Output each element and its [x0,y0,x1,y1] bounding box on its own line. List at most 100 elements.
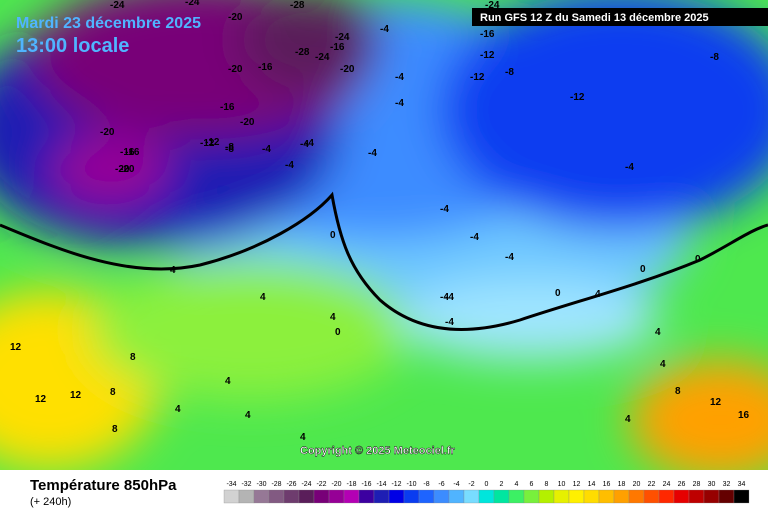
legend-swatch [238,489,255,504]
legend-swatch [463,489,480,504]
contour-label: 4 [170,265,176,276]
legend-label: 12 [573,481,581,488]
temperature-field [0,0,768,480]
legend-swatch [388,489,405,504]
contour-label: -24 [485,0,500,11]
legend-swatch [313,489,330,504]
contour-label: 12 [70,390,82,401]
legend-swatch [433,489,450,504]
legend-swatch [688,489,705,504]
legend-label: -2 [468,481,474,488]
legend-label: 8 [545,481,549,488]
contour-label: -4 [440,204,449,215]
contour-label: -4 [305,138,314,149]
legend-label: 4 [515,481,519,488]
legend-swatch [478,489,495,504]
legend-label: 16 [603,481,611,488]
contour-label: 4 [175,404,181,415]
legend-swatch [373,489,390,504]
contour-label: 0 [695,254,701,265]
legend-swatch [553,489,570,504]
color-legend: -34 -32 -30 -28 -26 -24 -22 -20 -18 -16 -14 -12 -10-… [223,481,750,504]
legend-swatch [268,489,285,504]
contour-label: -8 [505,67,514,78]
contour-label: -8 [225,144,234,155]
contour-label: -20 [115,164,130,175]
contour-label: -4 [440,292,449,303]
legend-label: 18 [618,481,626,488]
contour-label: -4 [470,232,479,243]
run-box [472,8,768,26]
legend-swatch [358,489,375,504]
contour-label: -24 [335,32,350,43]
legend-label: -4 [453,481,459,488]
legend-swatch [418,489,435,504]
legend-swatch [448,489,465,504]
legend-swatch [718,489,735,504]
legend-label: 20 [633,481,641,488]
legend-swatch [343,489,360,504]
contour-label: -16 [120,147,135,158]
contour-label: -12 [480,50,495,61]
contour-label: -20 [120,164,135,175]
legend-label: 6 [530,481,534,488]
legend-swatch [733,489,750,504]
contour-label: -12 [470,72,485,83]
legend-swatch [328,489,345,504]
contour-label: -16 [125,147,140,158]
contour-label: -16 [330,42,345,53]
legend-label: -30 [256,481,266,488]
legend-swatch [673,489,690,504]
contour-label: -4 [445,292,454,303]
contour-label: 4 [595,289,601,300]
contour-label: -4 [625,162,634,173]
contour-labels: -24-20-24-28 -24-20 -16-28-24-16-20-4 -16-2… [10,0,750,443]
contour-label: -28 [290,0,305,11]
contour-label: 4 [625,414,631,425]
legend-label: -14 [376,481,386,488]
legend-swatch [223,489,240,504]
legend-swatch [253,489,270,504]
footer-lead: (+ 240h) [30,496,71,508]
legend-label: 22 [648,481,656,488]
contour-label: -24 [185,0,200,8]
contour-label: -12 [570,92,585,103]
contour-label: 12 [710,397,722,408]
legend-label: -32 [241,481,251,488]
legend-label: 28 [693,481,701,488]
contour-label: 4 [225,376,231,387]
legend-swatch [703,489,720,504]
legend-swatch [658,489,675,504]
legend-swatch [523,489,540,504]
contour-label: 4 [330,312,336,323]
contour-label: -20 [228,12,243,23]
contour-label: 12 [35,394,47,405]
contour-label: 0 [330,230,336,241]
contour-label: -4 [395,72,404,83]
contour-label: 0 [555,288,561,299]
legend-swatch [598,489,615,504]
legend-swatch [568,489,585,504]
contour-label: -8 [710,52,719,63]
contour-label: 4 [300,432,306,443]
contour-label: -20 [228,64,243,75]
legend-label: 32 [723,481,731,488]
contour-label: 8 [110,387,116,398]
contour-label: -16 [480,29,495,40]
legend-label: -18 [346,481,356,488]
legend-label: -26 [286,481,296,488]
legend-swatch [403,489,420,504]
legend-label: -8 [423,481,429,488]
contour-label: -12 [205,137,220,148]
legend-label: -12 [391,481,401,488]
legend-label: 26 [678,481,686,488]
contour-label: 16 [738,410,750,421]
date: Mardi 23 décembre 2025 [16,15,201,32]
legend-swatch [583,489,600,504]
legend-label: 0 [485,481,489,488]
contour-label: -4 [380,24,389,35]
contour-label: -4 [285,160,294,171]
contour-label: -24 [110,0,125,11]
legend-label: -24 [301,481,311,488]
